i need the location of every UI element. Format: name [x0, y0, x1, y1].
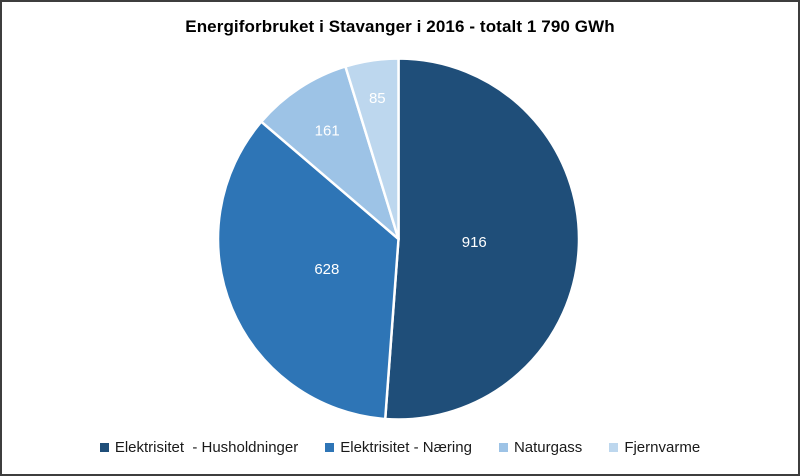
legend-marker-icon — [325, 443, 335, 452]
slice-data-label: 628 — [314, 261, 339, 278]
legend-item-1: Elektrisitet - Husholdninger — [99, 439, 299, 456]
legend-item-2: Elektrisitet - Næring — [325, 439, 472, 456]
chart-title: Energiforbruket i Stavanger i 2016 - tot… — [185, 17, 615, 36]
legend-label: Elektrisitet - Husholdninger — [114, 439, 299, 456]
legend-item-3: Naturgass — [498, 439, 583, 456]
legend-label: Fjernvarme — [624, 439, 701, 456]
slice-data-label: 85 — [369, 90, 386, 107]
pie-slice-4 — [344, 57, 400, 241]
legend-label: Naturgass — [513, 439, 583, 456]
slice-data-label: 916 — [462, 234, 487, 251]
chart-legend: Elektrisitet - Husholdninger Elektrisitet… — [2, 439, 798, 456]
legend-item-4: Fjernvarme — [609, 439, 700, 456]
legend-marker-icon — [498, 443, 508, 452]
pie-slice-3 — [260, 65, 400, 241]
legend-label: Elektrisitet - Næring — [340, 439, 472, 456]
slice-data-label: 161 — [315, 122, 340, 139]
pie-slice-1 — [383, 57, 581, 421]
legend-marker-icon — [99, 443, 109, 452]
legend-marker-icon — [609, 443, 619, 452]
pie-slice-2 — [216, 120, 400, 421]
